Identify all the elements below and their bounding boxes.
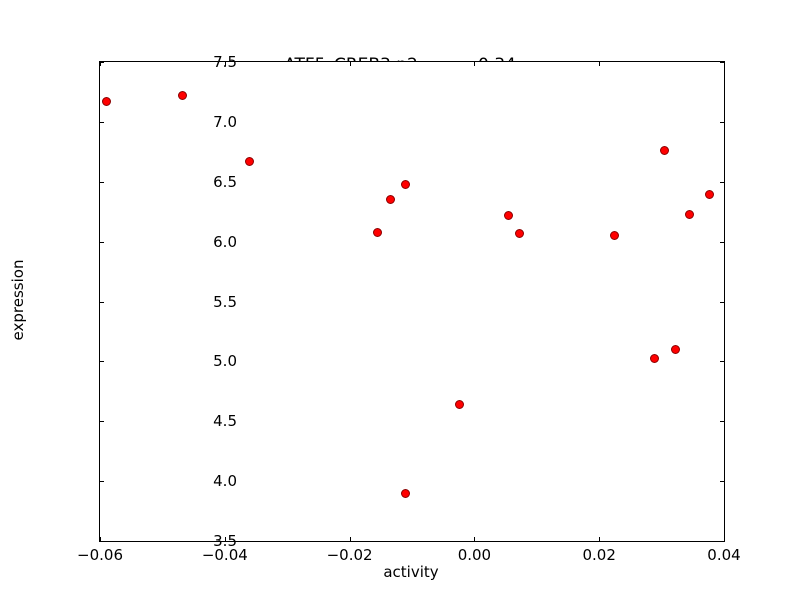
x-axis-tick — [724, 537, 725, 542]
x-axis-tick-top — [474, 61, 476, 66]
scatter-point — [400, 179, 410, 189]
y-axis-tick — [99, 481, 104, 483]
plot-axes-frame: −0.06 −0.04 −0.02 0.00 0.02 0.04 3.5 4.0 4.5 5.0 5… — [77, 53, 741, 564]
x-axis-tick-label: −0.06 — [77, 546, 123, 564]
scatter-point — [704, 190, 714, 200]
y-axis-tick — [99, 62, 104, 63]
scatter-point — [504, 210, 514, 220]
y-axis-tick-label: 5.5 — [213, 292, 237, 311]
y-axis-tick-label: 7.5 — [213, 53, 237, 71]
y-axis-tick — [99, 241, 104, 243]
y-axis-tick-right — [720, 241, 725, 243]
scatter-point — [609, 231, 619, 241]
x-axis-tick-top — [100, 61, 101, 66]
y-axis-tick — [99, 361, 104, 363]
y-axis-tick-right — [720, 541, 725, 542]
y-axis-tick-label: 6.5 — [213, 172, 237, 191]
y-axis-tick-right — [720, 62, 725, 63]
x-axis-label: activity — [383, 563, 439, 581]
x-axis-tick-label: 0.02 — [582, 546, 616, 564]
x-axis-tick-label: −0.02 — [326, 546, 373, 564]
y-axis-tick-right — [720, 421, 725, 423]
y-axis-tick — [99, 121, 104, 123]
scatter-point — [515, 228, 525, 238]
x-axis-tick — [349, 537, 351, 542]
y-axis-tick — [99, 301, 104, 303]
x-axis-tick — [599, 537, 601, 542]
x-axis-tick-top — [724, 61, 725, 66]
y-axis-tick-label: 6.0 — [213, 232, 237, 251]
scatter-point — [670, 344, 680, 354]
y-axis-tick-label: 5.0 — [213, 352, 237, 371]
scatter-point — [372, 227, 382, 237]
x-axis-tick — [100, 537, 101, 542]
x-axis-tick — [474, 537, 476, 542]
x-axis-tick-top — [224, 61, 226, 66]
scatter-point — [101, 97, 111, 107]
y-axis-tick-right — [720, 481, 725, 483]
y-axis-tick-label: 7.0 — [213, 112, 237, 131]
x-axis-tick-top — [599, 61, 601, 66]
x-axis-tick-label: 0.04 — [707, 546, 741, 564]
y-axis-tick-label: 4.0 — [213, 472, 237, 491]
y-axis-tick-right — [720, 121, 725, 123]
scatter-plot-area — [100, 62, 724, 541]
scatter-point — [454, 399, 464, 409]
x-axis-tick-label: −0.04 — [201, 546, 248, 564]
x-axis-tick-top — [349, 61, 351, 66]
y-axis-tick-right — [720, 181, 725, 183]
y-axis-tick-right — [720, 361, 725, 363]
scatter-point — [401, 488, 411, 498]
scatter-point — [386, 195, 396, 205]
scatter-point — [177, 91, 187, 101]
y-axis-label: expression — [9, 259, 27, 341]
y-axis-tick — [99, 181, 104, 183]
scatter-point — [650, 354, 660, 364]
scatter-point — [245, 156, 255, 166]
x-axis-tick — [224, 537, 226, 542]
y-axis-tick-label: 4.5 — [213, 412, 237, 431]
scatter-point — [685, 209, 695, 219]
y-axis-tick — [99, 421, 104, 423]
y-axis-tick-label: 3.5 — [213, 532, 237, 550]
y-axis-tick — [99, 541, 104, 542]
scatter-point — [660, 146, 670, 156]
y-axis-tick-right — [720, 301, 725, 303]
x-axis-tick-label: 0.00 — [457, 546, 492, 564]
